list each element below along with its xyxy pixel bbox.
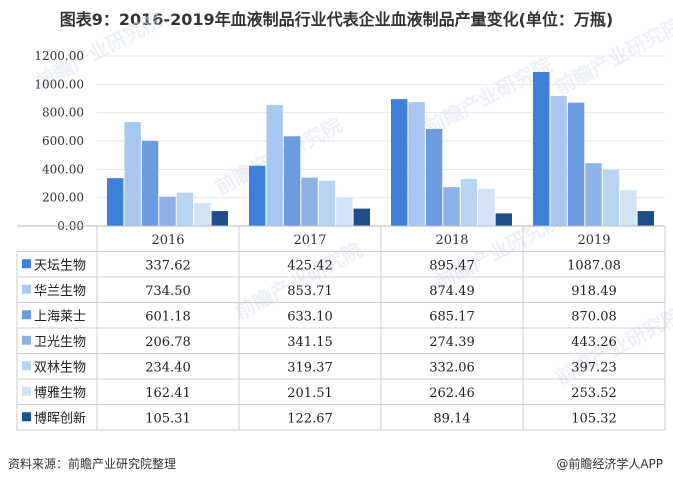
- bar-卫光生物-2018: [443, 187, 460, 226]
- source-note: 资料来源：前瞻产业研究院整理: [8, 457, 177, 471]
- bar-双林生物-2016: [176, 192, 194, 226]
- data-label: 734.50: [145, 284, 191, 299]
- y-tick-label: 200.00: [42, 191, 84, 205]
- bar-博雅生物-2017: [336, 197, 353, 226]
- bar-上海莱士-2017: [283, 136, 301, 226]
- data-label: 685.17: [429, 309, 475, 324]
- y-tick-label: 1000.00: [34, 77, 84, 91]
- data-label: 895.47: [429, 258, 475, 273]
- data-label: 425.42: [287, 258, 333, 273]
- y-tick-label: 1200.00: [34, 49, 84, 63]
- legend-label: 博晖创新: [34, 410, 86, 426]
- bar-博晖创新-2017: [353, 208, 370, 226]
- bar-天坛生物-2016: [107, 178, 124, 226]
- y-tick-label: 800.00: [42, 106, 84, 120]
- data-label: 206.78: [145, 335, 191, 350]
- bar-博雅生物-2018: [478, 188, 495, 226]
- data-label: 874.49: [429, 284, 475, 299]
- bar-双林生物-2019: [602, 169, 620, 226]
- bar-天坛生物-2018: [391, 99, 408, 226]
- bar-华兰生物-2019: [550, 95, 567, 226]
- bar-天坛生物-2019: [533, 71, 550, 226]
- data-label: 105.32: [571, 411, 617, 426]
- bar-卫光生物-2016: [159, 196, 176, 226]
- legend-label: 华兰生物: [34, 284, 86, 299]
- legend-label: 卫光生物: [34, 335, 86, 350]
- legend-swatch-双林生物: [22, 361, 31, 371]
- chart-title: 图表9：2016-2019年血液制品行业代表企业血液制品产量变化(单位：万瓶): [59, 10, 614, 29]
- legend-label: 天坛生物: [34, 258, 86, 273]
- credit-note: @前瞻经济学人APP: [556, 457, 663, 471]
- data-label: 918.49: [571, 284, 617, 299]
- data-label: 601.18: [145, 309, 191, 324]
- data-label: 274.39: [429, 335, 475, 350]
- data-label: 633.10: [287, 309, 333, 324]
- legend-swatch-卫光生物: [22, 335, 31, 345]
- bar-华兰生物-2017: [266, 105, 283, 226]
- bar-上海莱士-2018: [425, 128, 443, 226]
- data-label: 1087.08: [567, 258, 621, 273]
- data-label: 319.37: [287, 360, 333, 375]
- data-label: 853.71: [287, 284, 333, 299]
- bar-华兰生物-2016: [124, 121, 141, 226]
- bar-博晖创新-2018: [495, 213, 512, 226]
- y-tick-label: 400.00: [42, 162, 84, 176]
- data-label: 253.52: [571, 386, 617, 401]
- bar-博晖创新-2019: [637, 211, 654, 226]
- x-tick-label: 2018: [435, 233, 468, 248]
- data-label: 105.31: [145, 411, 191, 426]
- data-label: 870.08: [571, 309, 617, 324]
- data-label: 201.51: [287, 386, 333, 401]
- data-label: 234.40: [145, 360, 191, 375]
- x-tick-label: 2019: [577, 233, 610, 248]
- x-tick-label: 2017: [293, 233, 326, 248]
- bar-上海莱士-2019: [567, 102, 585, 226]
- legend-swatch-博雅生物: [22, 386, 31, 396]
- legend-swatch-上海莱士: [22, 310, 31, 320]
- data-label: 332.06: [429, 360, 475, 375]
- bar-天坛生物-2017: [249, 165, 266, 226]
- bar-卫光生物-2019: [585, 163, 602, 226]
- data-label: 122.67: [287, 411, 333, 426]
- data-label: 341.15: [287, 335, 333, 350]
- x-tick-label: 2016: [151, 233, 184, 248]
- bar-华兰生物-2018: [408, 102, 425, 226]
- y-tick-label: 600.00: [42, 134, 84, 148]
- data-label: 89.14: [433, 411, 470, 426]
- data-label: 337.62: [145, 258, 191, 273]
- bar-双林生物-2017: [318, 180, 336, 226]
- legend-label: 上海莱士: [34, 309, 86, 324]
- legend-swatch-华兰生物: [22, 284, 31, 294]
- data-label: 262.46: [429, 386, 475, 401]
- bar-博雅生物-2019: [620, 190, 637, 226]
- legend-label: 博雅生物: [34, 386, 86, 401]
- bar-卫光生物-2017: [301, 177, 318, 226]
- data-label: 162.41: [145, 386, 191, 401]
- bar-上海莱士-2016: [141, 140, 159, 226]
- bar-博晖创新-2016: [211, 211, 228, 226]
- legend-swatch-天坛生物: [22, 259, 31, 269]
- data-label: 397.23: [571, 360, 617, 375]
- legend-label: 双林生物: [34, 360, 86, 375]
- legend-swatch-博晖创新: [22, 412, 31, 422]
- bar-双林生物-2018: [460, 178, 478, 226]
- data-label: 443.26: [571, 335, 617, 350]
- bar-博雅生物-2016: [194, 202, 211, 226]
